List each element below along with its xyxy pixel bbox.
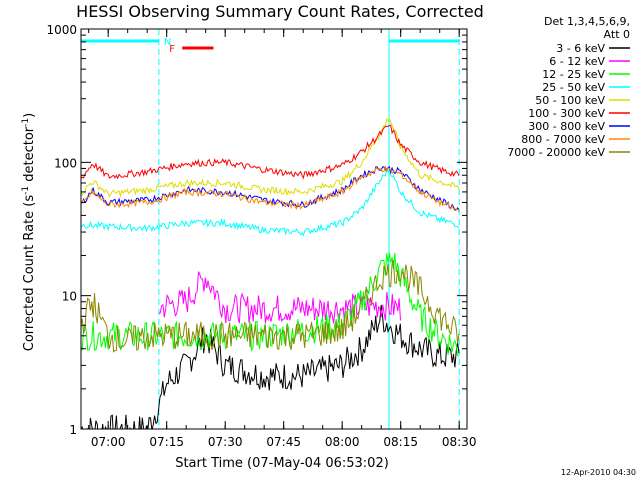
legend-label-0: 3 - 6 keV xyxy=(556,42,605,55)
flag-F-label: F xyxy=(169,44,175,55)
plot-frame xyxy=(80,28,468,430)
series-line-5 xyxy=(81,124,460,180)
y-tick-label-3: 1000 xyxy=(46,23,77,37)
legend-label-3: 25 - 50 keV xyxy=(542,81,605,94)
series-line-8 xyxy=(81,260,460,353)
series-line-0 xyxy=(81,304,460,429)
legend-label-2: 12 - 25 keV xyxy=(542,68,605,81)
series-line-7 xyxy=(81,165,460,213)
x-tick-label-4: 08:00 xyxy=(325,435,360,449)
x-tick-label-6: 08:30 xyxy=(442,435,477,449)
chart-title: HESSI Observing Summary Count Rates, Cor… xyxy=(76,2,484,21)
series-line-3 xyxy=(81,167,460,237)
legend-header-line1: Det 1,3,4,5,6,9, xyxy=(544,15,630,28)
legend-label-1: 6 - 12 keV xyxy=(549,55,605,68)
y-tick-label-1: 10 xyxy=(62,290,77,304)
legend-header-line2: Att 0 xyxy=(604,28,630,41)
legend-label-5: 100 - 300 keV xyxy=(528,107,605,120)
y-tick-label-2: 100 xyxy=(54,156,77,170)
flag-N-label: N xyxy=(164,37,171,48)
footer-date: 12-Apr-2010 04:30 xyxy=(561,468,636,477)
x-tick-label-3: 07:45 xyxy=(266,435,301,449)
x-axis: 07:00 07:15 07:30 07:45 08:00 08:15 08:30 xyxy=(88,29,477,449)
legend-label-6: 300 - 800 keV xyxy=(528,120,605,133)
series-line-4 xyxy=(81,117,460,198)
y-axis: 1 10 100 1000 xyxy=(46,23,467,437)
y-axis-label: Corrected Count Rate (s-1 detector-1) xyxy=(21,113,37,351)
x-tick-label-1: 07:15 xyxy=(149,435,184,449)
series-line-2 xyxy=(81,252,460,357)
y-tick-label-0: 1 xyxy=(69,423,77,437)
x-axis-label: Start Time (07-May-04 06:53:02) xyxy=(175,456,389,471)
x-tick-label-0: 07:00 xyxy=(91,435,126,449)
legend-label-8: 7000 - 20000 keV xyxy=(507,146,605,159)
x-tick-label-5: 08:15 xyxy=(383,435,418,449)
plot-area: NF xyxy=(81,29,460,429)
x-tick-label-2: 07:30 xyxy=(208,435,243,449)
legend-label-4: 50 - 100 keV xyxy=(535,94,605,107)
legend-label-7: 800 - 7000 keV xyxy=(521,133,605,146)
